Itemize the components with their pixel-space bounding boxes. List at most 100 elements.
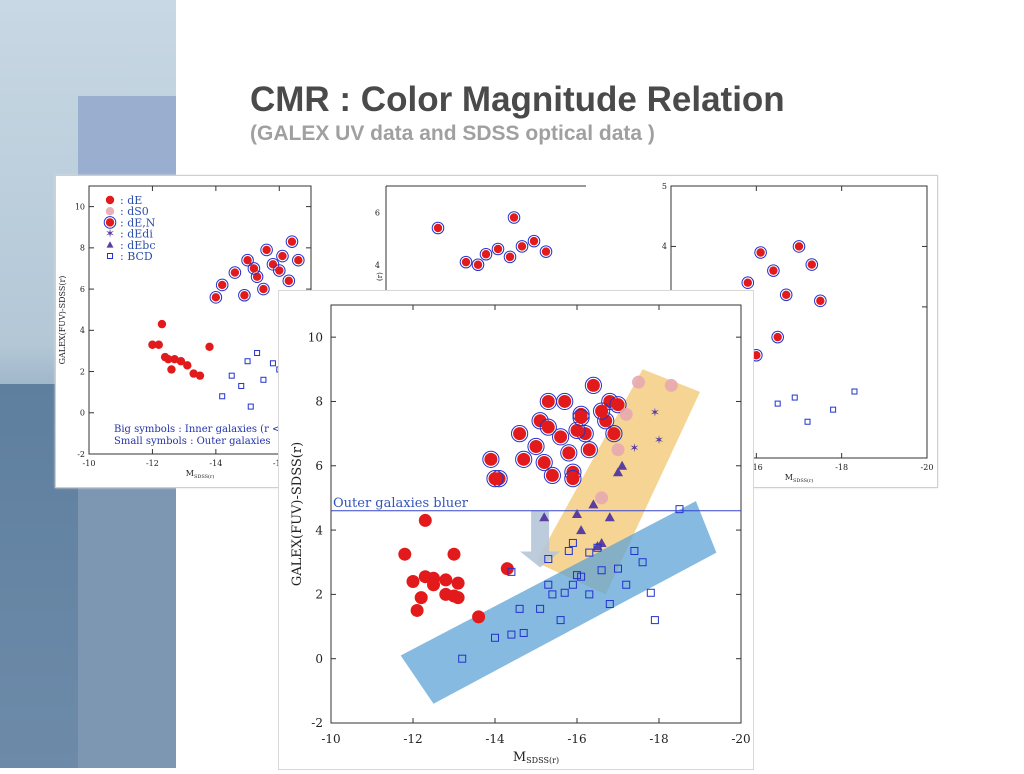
left-point-de bbox=[167, 365, 176, 374]
legend-label: : dEdi bbox=[120, 228, 153, 241]
main-y-tick-label: 0 bbox=[315, 652, 323, 666]
right-point-den bbox=[792, 240, 806, 253]
right-point-den-ring bbox=[805, 258, 819, 271]
left-x-axis-label: MSDSS(r) bbox=[186, 469, 215, 480]
center-point-den-core bbox=[433, 223, 443, 233]
right-point-den bbox=[771, 330, 784, 344]
left-point-den-ring bbox=[238, 288, 251, 302]
main-point-bcd bbox=[556, 616, 565, 625]
legend-symbol-de bbox=[105, 195, 115, 205]
main-point-den-core bbox=[582, 443, 596, 457]
legend-symbol-dedi: ✶ bbox=[105, 227, 115, 241]
left-x-tick-label: -10 bbox=[83, 459, 96, 468]
center-point-den bbox=[431, 221, 445, 235]
main-point-den-core bbox=[558, 394, 572, 408]
main-point-den-core bbox=[537, 456, 551, 470]
right-point-den-core bbox=[816, 296, 825, 306]
main-point-den-core bbox=[513, 427, 527, 441]
main-point-debc bbox=[613, 467, 623, 477]
main-point-den-ring bbox=[609, 396, 627, 414]
left-point-den bbox=[292, 253, 305, 267]
left-point-bcd bbox=[244, 358, 251, 365]
left-point-den-core bbox=[275, 266, 284, 275]
main-point-den bbox=[482, 450, 500, 468]
center-point-den-ring bbox=[479, 247, 493, 261]
main-band-0 bbox=[536, 369, 700, 595]
main-point-de bbox=[398, 547, 412, 561]
legend-symbol-den-ring bbox=[103, 216, 117, 229]
center-point-den-core bbox=[529, 236, 539, 246]
main-point-bcd bbox=[675, 505, 684, 514]
left-point-den-ring bbox=[209, 291, 223, 304]
center-point-den bbox=[507, 211, 521, 224]
main-point-de bbox=[439, 573, 453, 587]
center-y-axis-label: (r) bbox=[376, 272, 384, 281]
main-point-bcd bbox=[536, 604, 545, 613]
main-plot-frame bbox=[330, 304, 742, 724]
left-point-den-ring bbox=[282, 274, 296, 288]
main-point-den bbox=[560, 444, 578, 462]
left-y-tick-label: 6 bbox=[80, 285, 85, 294]
center-point-den bbox=[471, 258, 485, 272]
main-point-bcd bbox=[585, 590, 594, 599]
center-point-den-ring bbox=[527, 234, 541, 248]
main-point-den-ring bbox=[580, 441, 598, 459]
right-point-den-core bbox=[743, 278, 752, 287]
center-point-den-ring bbox=[471, 258, 485, 272]
center-point-den-core bbox=[541, 247, 551, 256]
main-point-ds bbox=[611, 443, 625, 457]
right-point-den bbox=[754, 246, 767, 259]
main-point-den-core bbox=[574, 411, 588, 425]
main-point-bcd bbox=[585, 548, 594, 557]
left-point-de bbox=[170, 354, 179, 364]
center-point-den-core bbox=[473, 260, 483, 269]
main-point-den-ring bbox=[515, 450, 533, 468]
main-point-den-core bbox=[541, 420, 555, 434]
main-point-bcd bbox=[568, 580, 577, 589]
main-point-debc bbox=[572, 509, 582, 518]
right-point-bcd bbox=[774, 400, 781, 407]
main-x-tick-label: -16 bbox=[567, 732, 586, 746]
main-point-bcd bbox=[568, 538, 577, 547]
main-point-bcd bbox=[564, 546, 573, 555]
main-point-den-ring bbox=[552, 428, 570, 446]
right-point-den-core bbox=[752, 351, 761, 360]
left-point-den-ring bbox=[241, 253, 254, 267]
main-y-tick-label: 6 bbox=[315, 459, 323, 473]
main-point-bcd bbox=[630, 546, 639, 555]
main-x-tick-label: -12 bbox=[403, 732, 422, 746]
left-point-den-core bbox=[249, 264, 259, 273]
main-point-den-ring bbox=[482, 450, 500, 468]
main-point-bcd bbox=[593, 543, 602, 552]
left-point-den bbox=[282, 274, 296, 288]
legend-symbol-den-core bbox=[105, 218, 115, 227]
main-point-den-core bbox=[562, 446, 576, 460]
main-point-den-core bbox=[517, 452, 531, 466]
left-point-den bbox=[215, 278, 229, 292]
main-x-tick-label: -20 bbox=[731, 732, 750, 746]
main-point-den-core bbox=[484, 452, 498, 466]
main-point-den-core bbox=[545, 468, 559, 482]
main-point-den bbox=[572, 408, 590, 427]
left-point-den bbox=[241, 253, 254, 267]
main-x-axis-label-subscript: SDSS(r) bbox=[526, 756, 559, 765]
main-point-den-ring bbox=[593, 402, 611, 420]
center-point-den-core bbox=[505, 252, 515, 262]
left-point-den bbox=[238, 288, 251, 302]
left-point-den bbox=[247, 262, 261, 275]
center-point-den bbox=[491, 242, 505, 256]
right-point-den bbox=[805, 258, 819, 271]
left-y-tick-label: -2 bbox=[77, 450, 85, 459]
main-point-bcd bbox=[577, 572, 586, 581]
right-x-tick-label: -20 bbox=[921, 463, 934, 472]
left-point-den bbox=[228, 266, 242, 279]
main-point-ds bbox=[595, 491, 609, 505]
left-point-de bbox=[183, 361, 192, 370]
main-point-den bbox=[556, 392, 574, 411]
right-point-den-core bbox=[756, 248, 765, 257]
main-chart-svg: -10 -12 -14 -16 -18 -20-20246810GALEX(FUV)-SD… bbox=[290, 304, 751, 765]
left-point-den-core bbox=[259, 284, 268, 294]
left-y-tick-label: 0 bbox=[80, 409, 85, 418]
main-point-de bbox=[410, 603, 424, 617]
left-point-den-core bbox=[268, 260, 278, 269]
